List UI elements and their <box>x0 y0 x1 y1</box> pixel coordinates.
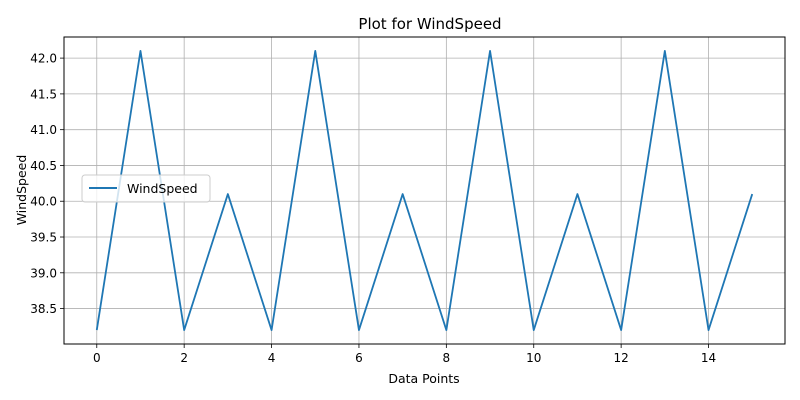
series-layer <box>95 50 754 331</box>
y-axis: 38.5 39.0 39.5 40.0 40.5 41.0 41.5 42.0 <box>30 52 64 316</box>
x-tick-label: 8 <box>443 351 451 365</box>
x-tick-label: 10 <box>526 351 541 365</box>
x-tick-label: 2 <box>180 351 188 365</box>
x-axis-label: Data Points <box>388 371 459 386</box>
x-tick-label: 6 <box>355 351 363 365</box>
legend: WindSpeed <box>81 174 211 203</box>
y-tick-label: 40.5 <box>30 159 57 173</box>
x-tick-label: 12 <box>613 351 628 365</box>
y-tick-label: 39.0 <box>30 266 57 280</box>
y-tick-label: 42.0 <box>30 52 57 66</box>
y-tick-label: 40.0 <box>30 195 57 209</box>
x-axis: 0 2 4 6 8 10 12 14 <box>93 344 716 365</box>
chart-title: Plot for WindSpeed <box>358 15 501 33</box>
y-axis-label: WindSpeed <box>14 155 29 226</box>
y-tick-label: 41.0 <box>30 123 57 137</box>
plot-area <box>63 36 786 345</box>
grid <box>64 37 785 344</box>
x-tick-label: 4 <box>268 351 276 365</box>
legend-label-windspeed: WindSpeed <box>127 181 198 196</box>
y-tick-label: 38.5 <box>30 302 57 316</box>
x-tick-label: 0 <box>93 351 101 365</box>
legend-box <box>81 174 211 203</box>
y-tick-label: 41.5 <box>30 87 57 101</box>
x-tick-label: 14 <box>701 351 716 365</box>
series-line-windspeed <box>95 50 754 331</box>
y-tick-label: 39.5 <box>30 231 57 245</box>
